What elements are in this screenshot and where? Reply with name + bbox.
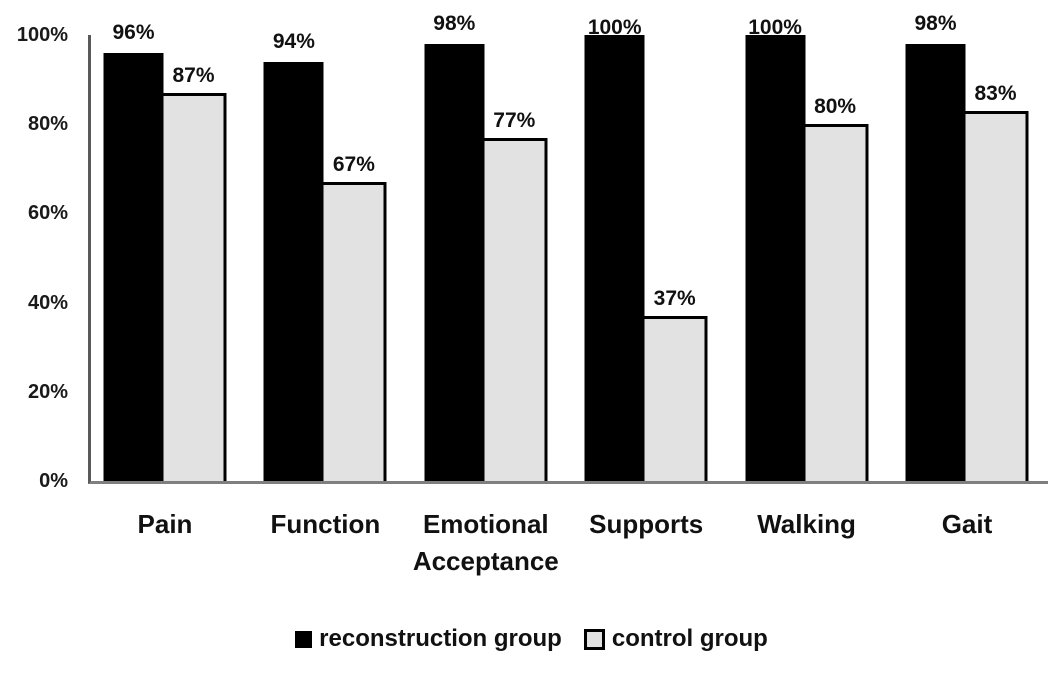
bar-control-group-walking: 80%: [805, 96, 869, 481]
bar-group-walking: 100% 80%: [745, 17, 869, 481]
y-tick-60: 60%: [27, 202, 68, 225]
data-label-control-group-function: 67%: [332, 153, 375, 177]
legend-item-reconstruction-group: reconstruction group: [295, 626, 562, 652]
bar-reconstruction-group-walking: 100%: [745, 17, 806, 481]
bar-group-emotional-acceptance: 98% 77%: [424, 13, 548, 481]
bar-control-group-pain: 87%: [163, 65, 227, 481]
y-tick-20: 20%: [27, 380, 68, 403]
data-label-reconstruction-group-pain: 96%: [112, 20, 155, 44]
x-label-walking: Walking: [757, 509, 856, 539]
bar-control-group-emotional-acceptance: 77%: [484, 110, 548, 481]
data-label-reconstruction-group-function: 94%: [272, 29, 315, 53]
y-tick-0: 0%: [39, 470, 68, 492]
bar-reconstruction-group-supports: 100%: [584, 17, 645, 481]
legend-swatch-control-group: [583, 628, 605, 650]
y-tick-40: 40%: [27, 291, 68, 314]
x-label-supports: Supports: [589, 509, 704, 539]
y-tick-80: 80%: [27, 113, 68, 136]
bar-reconstruction-group-gait: 98%: [905, 13, 966, 481]
y-tick-100: 100%: [16, 24, 68, 46]
plot-area: 96% 87% 94% 67% 98% 77% 100% 37% 100% 80% 98% 83%: [88, 13, 1048, 484]
legend-item-control-group: control group: [583, 625, 768, 652]
bar-reconstruction-group-function: 94%: [263, 31, 324, 481]
x-label-pain: Pain: [137, 509, 193, 539]
legend-swatch-reconstruction-group: [295, 630, 313, 648]
bar-control-group-gait: 83%: [965, 83, 1029, 481]
legend-label-reconstruction-group: reconstruction group: [319, 625, 562, 652]
data-label-control-group-emotional-acceptance: 77%: [493, 108, 536, 132]
data-label-reconstruction-group-supports: 100%: [587, 16, 642, 39]
bar-group-supports: 100% 37%: [584, 17, 708, 481]
bar-group-function: 94% 67%: [263, 31, 387, 481]
data-label-control-group-supports: 37%: [653, 286, 696, 310]
data-label-reconstruction-group-emotional-acceptance: 98%: [433, 11, 476, 35]
data-label-control-group-pain: 87%: [172, 63, 215, 87]
data-label-control-group-walking: 80%: [814, 95, 857, 119]
data-label-reconstruction-group-walking: 100%: [748, 16, 802, 39]
bar-reconstruction-group-emotional-acceptance: 98%: [424, 13, 485, 481]
x-label-function: Function: [270, 509, 381, 539]
bar-control-group-function: 67%: [323, 154, 387, 481]
data-label-reconstruction-group-gait: 98%: [914, 11, 957, 35]
data-label-control-group-gait: 83%: [974, 81, 1017, 105]
bar-control-group-supports: 37%: [644, 288, 708, 481]
bar-reconstruction-group-pain: 96%: [103, 22, 164, 481]
bar-group-pain: 96% 87%: [103, 22, 227, 481]
x-label-gait: Gait: [941, 509, 993, 539]
legend-label-control-group: control group: [611, 625, 768, 652]
x-label-emotional-acceptance: Emotional Acceptance: [412, 509, 559, 576]
legend: reconstruction group control group: [0, 626, 1063, 652]
bar-group-gait: 98% 83%: [905, 13, 1029, 481]
